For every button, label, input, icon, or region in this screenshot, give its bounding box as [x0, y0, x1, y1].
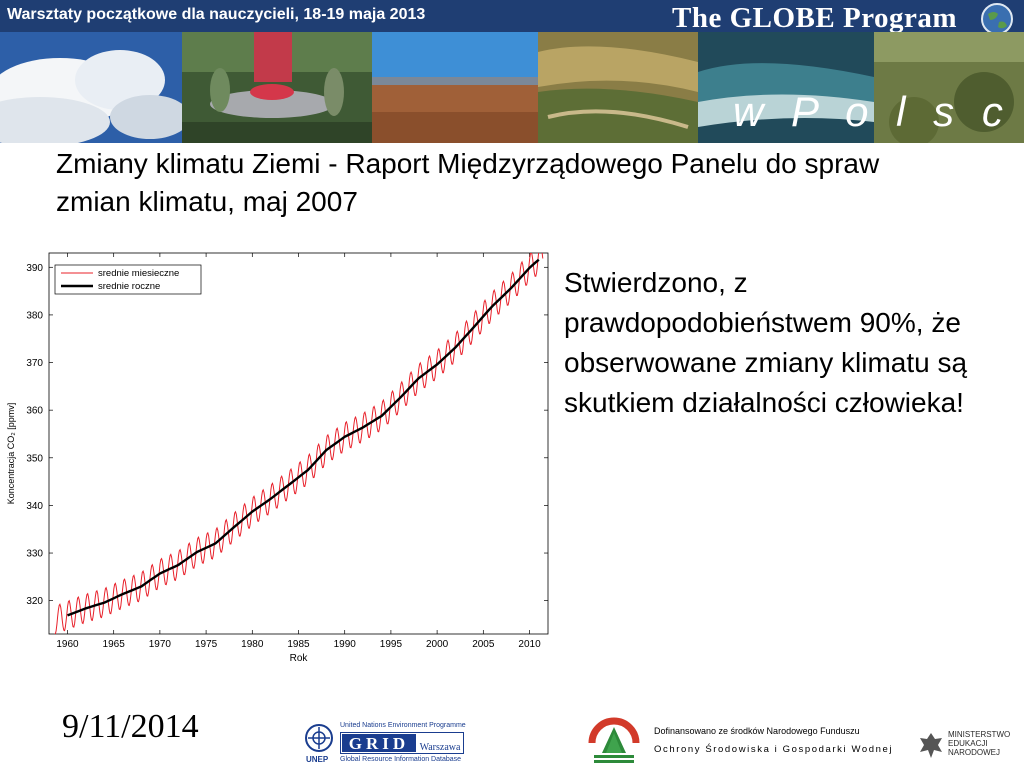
y-tick-label: 350 — [26, 453, 43, 464]
unep-emblem-icon — [305, 724, 333, 752]
y-tick-label: 320 — [26, 596, 43, 607]
annual-series-line — [67, 258, 540, 617]
photo-strip — [0, 32, 1024, 143]
x-tick-label: 2010 — [518, 639, 541, 650]
globe-program-title: The GLOBE Program — [672, 2, 958, 34]
chart-plot-group: 1960 1965 1970 1975 1980 1985 1990 1995 2000 2005… — [6, 252, 549, 664]
funding-note: Dofinansowano ze środków Narodowego Fund… — [654, 726, 893, 755]
legend-monthly-label: srednie miesieczne — [98, 268, 179, 279]
legend-annual-label: srednie roczne — [98, 281, 160, 292]
banner-subtitle: w P o l s c e — [733, 88, 1024, 135]
x-tick-label: 1995 — [380, 639, 403, 650]
clouds-photo — [0, 32, 182, 143]
x-tick-label: 1970 — [149, 639, 172, 650]
ministry-line-3: NARODOWEJ — [948, 748, 1000, 757]
y-tick-label: 380 — [26, 310, 43, 321]
header-title-bar — [0, 0, 1024, 32]
grid-city: Warszawa — [420, 742, 461, 753]
y-axis-label: Koncentracja CO₂ [ppmv] — [6, 403, 16, 505]
legend-box — [54, 264, 202, 295]
ministry-name: MINISTERSTWO EDUKACJI NARODOWEJ — [948, 730, 1010, 757]
hummingbirds-photo — [182, 32, 372, 143]
grid-acronym: GRID — [349, 734, 409, 753]
slide-date: 9/11/2014 — [62, 708, 199, 745]
x-tick-label: 2005 — [472, 639, 495, 650]
y-tick-label: 360 — [26, 406, 43, 417]
x-tick-label: 2000 — [426, 639, 449, 650]
eagle-emblem-icon — [920, 733, 942, 758]
slide-title: Zmiany klimatu Ziemi - Raport Międzyrząd… — [56, 148, 880, 217]
workshop-title: Warsztaty początkowe dla nauczycieli, 18… — [7, 6, 426, 23]
header-banner: Warsztaty początkowe dla nauczycieli, 18… — [0, 0, 1024, 143]
funding-line-2: Ochrony Środowiska i Gospodarki Wodnej — [654, 744, 894, 755]
x-tick-label: 1965 — [103, 639, 126, 650]
y-tick-label: 330 — [26, 549, 43, 560]
funding-line-1: Dofinansowano ze środków Narodowego Fund… — [654, 726, 860, 736]
wave-photo — [698, 32, 874, 143]
ministry-line-1: MINISTERSTWO — [948, 730, 1011, 739]
ministry-line-2: EDUKACJI — [948, 739, 988, 748]
grid-logo-box: GRID Warszawa — [340, 732, 464, 754]
finding-text: Stwierdzono, z prawdopodobieństwem 90%, … — [564, 267, 968, 418]
plot-frame — [48, 252, 549, 635]
x-tick-label: 1990 — [334, 639, 357, 650]
vegetation-photo — [874, 32, 1024, 143]
y-tick-label: 370 — [26, 358, 43, 369]
y-tick-label: 390 — [26, 263, 43, 274]
co2-chart: 1960 1965 1970 1975 1980 1985 1990 1995 2000 2005… — [6, 252, 549, 664]
unep-program-name: United Nations Environment Programme — [340, 722, 466, 729]
x-tick-label: 1980 — [241, 639, 264, 650]
x-tick-label: 1975 — [195, 639, 218, 650]
desert-photo — [372, 32, 538, 143]
x-tick-label: 1985 — [287, 639, 310, 650]
nfosigw-logo-icon — [588, 717, 640, 763]
grid-database-name: Global Resource Information Database — [340, 756, 462, 763]
x-axis-label: Rok — [290, 653, 309, 664]
farmland-photo — [538, 32, 698, 143]
grid-logo: United Nations Environment Programme GRI… — [340, 722, 470, 766]
y-tick-label: 340 — [26, 501, 43, 512]
unep-label: UNEP — [306, 755, 329, 764]
globe-icon — [981, 3, 1013, 35]
x-tick-label: 1960 — [56, 639, 79, 650]
